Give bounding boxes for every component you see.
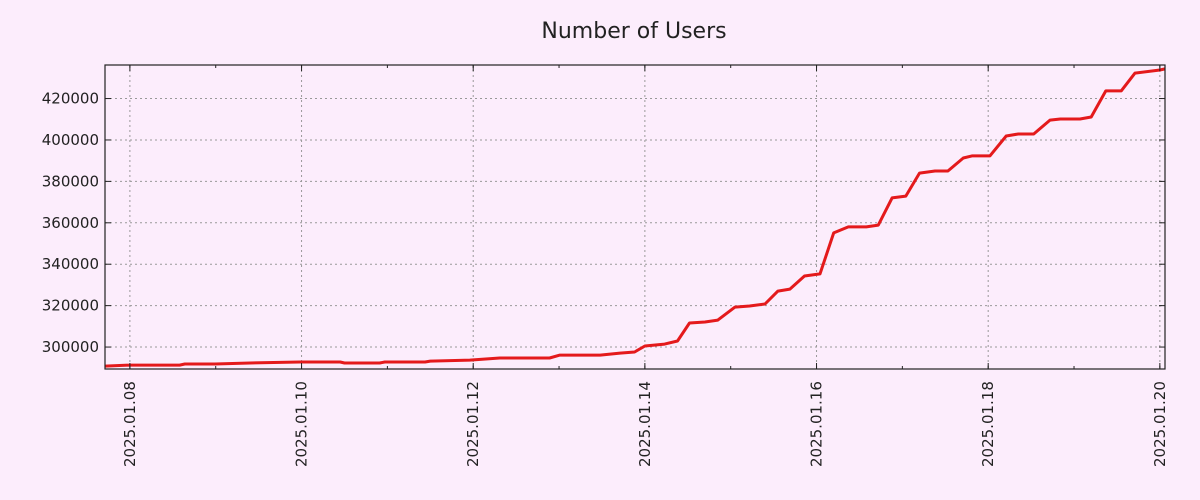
plot-frame: [104, 64, 1166, 370]
y-tick-label: 420000: [42, 90, 99, 108]
y-tick-label: 380000: [42, 172, 99, 190]
series-layer: [104, 67, 1166, 368]
axes: 2025.01.08 2025.01.10 2025.01.12 2025.01.14…: [42, 65, 1169, 467]
grid: [105, 65, 1165, 369]
y-tick-label: 400000: [42, 131, 99, 149]
x-tick-label: 2025.01.18: [979, 381, 997, 467]
series-line-users: [104, 67, 1166, 368]
x-tick-label: 2025.01.12: [464, 381, 482, 467]
y-tick-label: 320000: [42, 297, 99, 315]
x-tick-label: 2025.01.16: [808, 381, 826, 467]
y-tick-label: 300000: [42, 338, 99, 356]
x-tick-label: 2025.01.08: [121, 381, 139, 467]
y-tick-label: 360000: [42, 214, 99, 232]
y-tick-label: 340000: [42, 255, 99, 273]
x-tick-label: 2025.01.14: [636, 381, 654, 467]
x-tick-label: 2025.01.10: [293, 381, 311, 467]
chart-title: Number of Users: [541, 19, 726, 44]
x-tick-label: 2025.01.20: [1151, 381, 1169, 467]
